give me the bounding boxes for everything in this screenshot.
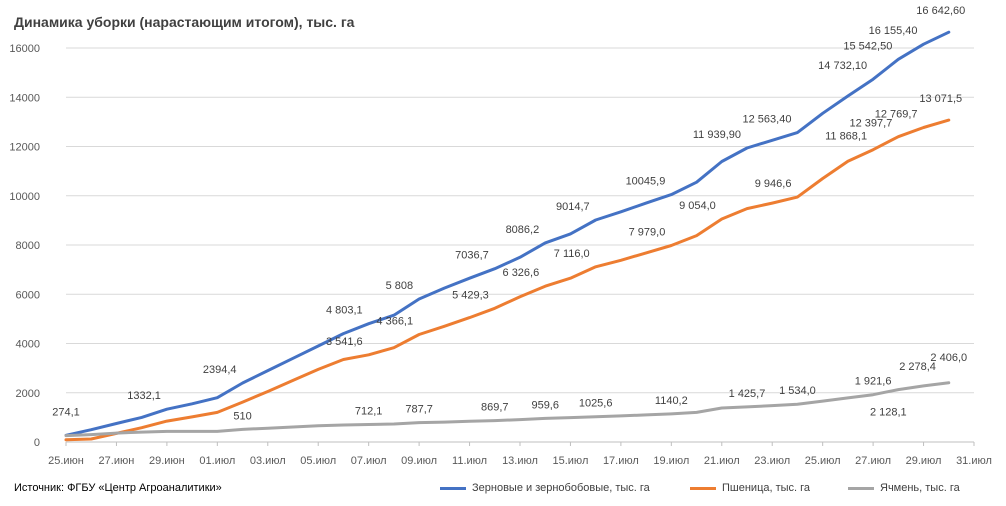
- data-label-2: 7 979,0: [629, 227, 666, 239]
- data-label-1: 11 939,90: [693, 129, 741, 141]
- data-label-1: 8086,2: [506, 224, 540, 236]
- data-label-1: 5 808: [386, 280, 414, 292]
- legend-item-series2: Пшеница, тыс. га: [690, 482, 810, 494]
- data-label-2: 12 769,7: [875, 109, 918, 121]
- data-label-3: 510: [233, 410, 251, 422]
- y-tick-label: 12000: [9, 142, 40, 154]
- legend-swatch-series2: [690, 486, 716, 490]
- x-tick-label: 05.июл: [300, 455, 336, 467]
- legend-label-series3: Ячмень, тыс. га: [880, 482, 960, 494]
- data-label-3: 1140,2: [655, 395, 688, 407]
- x-tick-label: 29.июл: [906, 455, 942, 467]
- data-label-3: 787,7: [405, 404, 433, 416]
- series-line-2: [64, 118, 951, 442]
- x-tick-label: 23.июл: [754, 455, 790, 467]
- legend-item-series3: Ячмень, тыс. га: [848, 482, 960, 494]
- data-label-2: 4 366,1: [376, 315, 413, 327]
- series-line-3: [64, 381, 951, 438]
- data-label-3: 1 921,6: [855, 376, 892, 388]
- data-label-1: 10045,9: [626, 176, 666, 188]
- data-label-3: 2 128,1: [870, 407, 907, 419]
- data-label-1: 15 542,50: [843, 40, 892, 52]
- data-label-2: 11 868,1: [825, 131, 867, 143]
- legend-item-series1: Зерновые и зернобобовые, тыс. га: [440, 482, 650, 494]
- legend-label-series1: Зерновые и зернобобовые, тыс. га: [472, 482, 650, 494]
- x-tick-label: 31.июл: [956, 455, 992, 467]
- chart-title: Динамика уборки (нарастающим итогом), ты…: [14, 14, 355, 30]
- x-tick-label: 27.июн: [99, 455, 135, 467]
- data-label-2: 6 326,6: [503, 267, 540, 279]
- y-tick-label: 8000: [16, 240, 40, 252]
- x-tick-label: 29.июн: [149, 455, 185, 467]
- y-tick-label: 16000: [9, 43, 40, 55]
- y-tick-label: 4000: [16, 339, 40, 351]
- data-label-1: 274,1: [52, 406, 80, 418]
- x-tick-label: 03.июл: [250, 455, 286, 467]
- data-label-1: 14 732,10: [818, 60, 867, 72]
- x-tick-label: 01.июл: [199, 455, 235, 467]
- data-label-3: 959,6: [531, 399, 559, 411]
- data-label-1: 4 803,1: [326, 305, 363, 317]
- x-tick-label: 07.июл: [351, 455, 387, 467]
- x-tick-label: 13.июл: [502, 455, 538, 467]
- y-tick-label: 2000: [16, 388, 40, 400]
- x-tick-label: 25.июл: [805, 455, 841, 467]
- data-label-1: 16 155,40: [869, 25, 918, 37]
- y-tick-label: 14000: [9, 92, 40, 104]
- data-label-2: 12 397,7: [850, 118, 893, 130]
- data-label-2: 3 541,6: [326, 336, 363, 348]
- data-label-3: 1 534,0: [779, 385, 816, 397]
- data-label-3: 712,1: [355, 405, 383, 417]
- x-tick-label: 15.июл: [553, 455, 589, 467]
- data-label-2: 5 429,3: [452, 289, 489, 301]
- data-label-1: 16 642,60: [916, 5, 965, 17]
- data-label-2: 9 946,6: [755, 178, 792, 190]
- data-label-1: 2394,4: [203, 364, 237, 376]
- x-tick-label: 17.июл: [603, 455, 639, 467]
- data-label-3: 1025,6: [579, 398, 613, 410]
- data-label-2: 9 054,0: [679, 200, 716, 212]
- data-label-1: 9014,7: [556, 201, 590, 213]
- legend-label-series2: Пшеница, тыс. га: [722, 482, 811, 494]
- data-label-2: 7 116,0: [554, 248, 590, 260]
- source-note: Источник: ФГБУ «Центр Агроаналитики»: [14, 482, 222, 494]
- x-tick-label: 11.июл: [452, 455, 487, 467]
- x-tick-label: 21.июл: [704, 455, 740, 467]
- y-tick-label: 10000: [9, 191, 40, 203]
- legend-swatch-series1: [440, 486, 466, 490]
- x-tick-label: 19.июл: [653, 455, 689, 467]
- x-tick-label: 09.июл: [401, 455, 437, 467]
- legend-swatch-series3: [848, 486, 874, 490]
- x-tick-label: 27.июл: [855, 455, 891, 467]
- data-label-3: 2 406,0: [930, 352, 967, 364]
- y-tick-label: 6000: [16, 289, 40, 301]
- data-label-3: 1 425,7: [729, 388, 766, 400]
- series-line-1: [64, 30, 951, 437]
- data-label-1: 12 563,40: [743, 114, 792, 126]
- data-label-3: 2 278,4: [899, 361, 936, 373]
- legend: Зерновые и зернобобовые, тыс. га Пшеница…: [0, 482, 1006, 498]
- x-tick-label: 25.июн: [48, 455, 84, 467]
- data-label-1: 7036,7: [455, 250, 489, 262]
- data-label-1: 1332,1: [127, 390, 161, 402]
- data-label-2: 13 071,5: [919, 93, 962, 105]
- data-label-3: 869,7: [481, 402, 509, 414]
- y-tick-label: 0: [34, 437, 40, 449]
